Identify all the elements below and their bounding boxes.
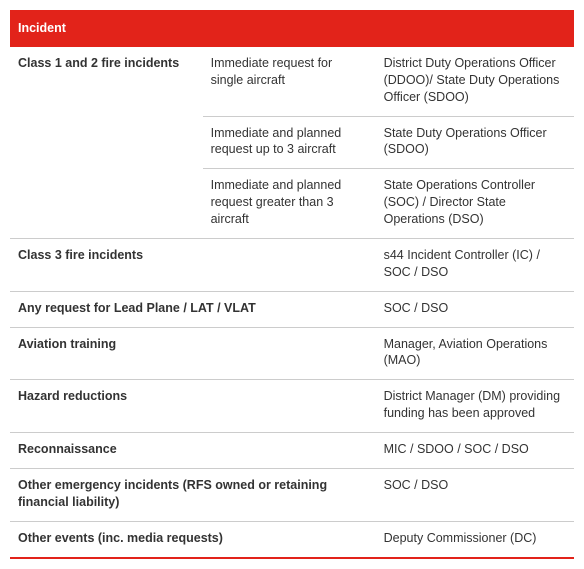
category-cell: Other emergency incidents (RFS owned or … xyxy=(10,468,376,521)
category-cell: Other events (inc. media requests) xyxy=(10,521,376,557)
description-cell xyxy=(203,238,376,291)
table-row: Other emergency incidents (RFS owned or … xyxy=(10,468,574,521)
table-row: Other events (inc. media requests) Deput… xyxy=(10,521,574,557)
authority-cell: SOC / DSO xyxy=(376,468,574,521)
authority-cell: District Duty Operations Officer (DDOO)/… xyxy=(376,47,574,116)
category-cell: Hazard reductions xyxy=(10,380,203,433)
description-cell: Immediate and planned request up to 3 ai… xyxy=(203,116,376,169)
description-cell: Immediate and planned request greater th… xyxy=(203,169,376,239)
authority-cell: MIC / SDOO / SOC / DSO xyxy=(376,433,574,469)
description-cell xyxy=(203,327,376,380)
table-header-row: Incident xyxy=(10,10,574,47)
table-row: Aviation training Manager, Aviation Oper… xyxy=(10,327,574,380)
category-cell: Class 1 and 2 fire incidents xyxy=(10,47,203,239)
authority-cell: State Operations Controller (SOC) / Dire… xyxy=(376,169,574,239)
table-row: Hazard reductions District Manager (DM) … xyxy=(10,380,574,433)
authority-cell: District Manager (DM) providing funding … xyxy=(376,380,574,433)
authority-cell: s44 Incident Controller (IC) / SOC / DSO xyxy=(376,238,574,291)
table-row: Reconnaissance MIC / SDOO / SOC / DSO xyxy=(10,433,574,469)
authority-cell: Manager, Aviation Operations (MAO) xyxy=(376,327,574,380)
table-header: Incident xyxy=(10,10,574,47)
category-cell: Any request for Lead Plane / LAT / VLAT xyxy=(10,291,376,327)
authority-cell: SOC / DSO xyxy=(376,291,574,327)
description-cell xyxy=(203,433,376,469)
description-cell: Immediate request for single aircraft xyxy=(203,47,376,116)
description-cell xyxy=(203,380,376,433)
table-row: Any request for Lead Plane / LAT / VLAT … xyxy=(10,291,574,327)
table-row: Class 3 fire incidents s44 Incident Cont… xyxy=(10,238,574,291)
authority-cell: Deputy Commissioner (DC) xyxy=(376,521,574,557)
category-cell: Reconnaissance xyxy=(10,433,203,469)
incident-table: Incident Class 1 and 2 fire incidents Im… xyxy=(10,10,574,559)
authority-cell: State Duty Operations Officer (SDOO) xyxy=(376,116,574,169)
category-cell: Aviation training xyxy=(10,327,203,380)
category-cell: Class 3 fire incidents xyxy=(10,238,203,291)
table-row: Class 1 and 2 fire incidents Immediate r… xyxy=(10,47,574,116)
